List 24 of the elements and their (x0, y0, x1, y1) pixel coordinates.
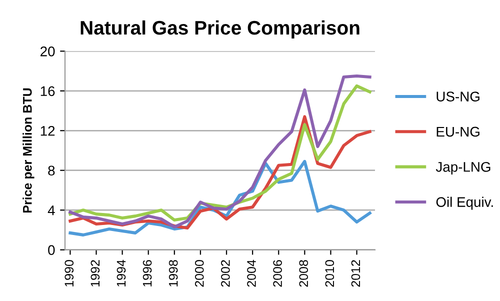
x-tick-label: 2002 (221, 260, 230, 287)
x-tick-label: 1992 (90, 260, 100, 286)
x-tick-label: 1990 (64, 260, 74, 286)
legend-label: Oil Equiv. (436, 196, 493, 210)
chart-title: Natural Gas Price Comparison (80, 20, 360, 39)
y-tick-label: 12 (40, 126, 55, 136)
y-tick-label: 20 (40, 46, 55, 56)
x-tick-label: 2008 (299, 260, 308, 287)
x-tick-label: 2010 (325, 260, 334, 287)
legend-label: US-NG (436, 92, 480, 102)
x-tick-label: 2006 (273, 260, 282, 287)
x-tick-label: 2004 (247, 260, 256, 287)
x-tick-label: 1994 (116, 260, 126, 286)
y-tick-label: 0 (48, 245, 55, 255)
legend-label: EU-NG (436, 126, 480, 137)
legend-label: Jap-LNG (436, 162, 490, 175)
y-tick-label: 4 (48, 206, 55, 216)
x-tick-label: 2012 (351, 260, 360, 287)
x-tick-label: 1998 (168, 260, 178, 286)
y-axis-title: Price per Million BTU (22, 88, 34, 213)
x-tick-label: 1996 (142, 260, 152, 286)
y-tick-label: 8 (48, 166, 55, 176)
y-tick-label: 16 (40, 86, 55, 96)
x-tick-label: 2000 (194, 260, 204, 287)
